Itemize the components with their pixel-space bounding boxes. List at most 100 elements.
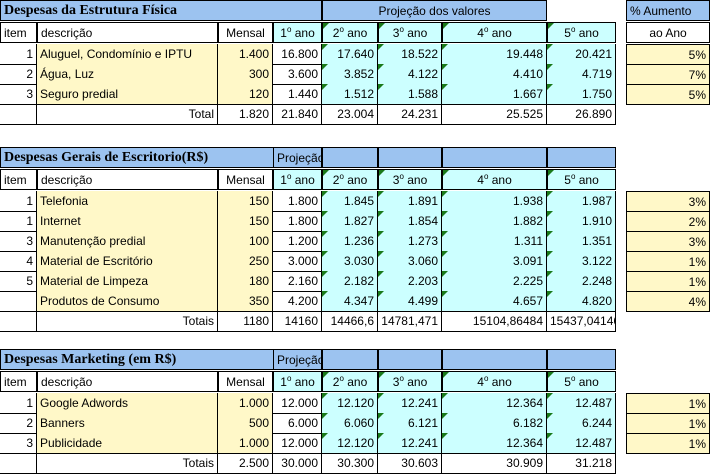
row-value[interactable]: 1.273 — [378, 231, 442, 252]
row-value[interactable]: 6.121 — [378, 413, 442, 434]
total-label[interactable]: Totais — [37, 311, 218, 332]
row-value[interactable]: 1.351 — [547, 231, 616, 252]
total-value[interactable]: 26.890 — [547, 104, 616, 125]
projection-label[interactable]: Projeção dos valores — [322, 0, 547, 21]
total-value[interactable]: 30.909 — [442, 453, 547, 474]
row-value[interactable]: 1.400 — [218, 44, 273, 65]
row-value[interactable]: 1.667 — [442, 84, 547, 105]
row-pct[interactable]: 3% — [626, 231, 710, 252]
section-title[interactable]: Despesas da Estrutura Física — [0, 0, 322, 21]
col-year-header[interactable]: 5o ano — [547, 169, 616, 190]
row-value[interactable]: 1.910 — [547, 211, 616, 232]
row-pct[interactable]: 3% — [626, 191, 710, 212]
total-blank[interactable] — [0, 453, 37, 474]
row-value[interactable]: 3.030 — [322, 251, 378, 272]
row-value[interactable]: 3.060 — [378, 251, 442, 272]
total-value[interactable]: 14781,471 — [378, 311, 442, 332]
total-value[interactable]: 15437,04146 — [547, 311, 616, 332]
total-value[interactable]: 30.000 — [273, 453, 322, 474]
row-value[interactable]: 1.200 — [273, 231, 322, 252]
row-value[interactable]: 12.487 — [547, 393, 616, 414]
row-pct[interactable]: 5% — [626, 44, 710, 65]
row-value[interactable]: 3.852 — [322, 64, 378, 85]
total-label[interactable]: Totais — [37, 453, 218, 474]
header-blank-cell[interactable] — [442, 349, 547, 370]
row-value[interactable]: 120 — [218, 84, 273, 105]
row-value[interactable]: 4.499 — [378, 291, 442, 312]
total-value[interactable]: 30.300 — [322, 453, 378, 474]
row-desc[interactable]: Aluguel, Condomínio e IPTU — [37, 44, 218, 65]
row-pct[interactable]: 2% — [626, 211, 710, 232]
projection-label[interactable]: Projeção dos valores — [273, 349, 322, 370]
row-value[interactable]: 4.347 — [322, 291, 378, 312]
projection-label[interactable]: Projeção dos valores — [273, 147, 322, 168]
row-value[interactable]: 4.657 — [442, 291, 547, 312]
row-desc[interactable]: Produtos de Consumo — [37, 291, 218, 312]
total-value[interactable]: 31.218 — [547, 453, 616, 474]
row-desc[interactable]: Publicidade — [37, 433, 218, 454]
row-value[interactable]: 4.719 — [547, 64, 616, 85]
row-value[interactable]: 300 — [218, 64, 273, 85]
row-item[interactable]: 5 — [0, 271, 37, 292]
row-value[interactable]: 12.487 — [547, 433, 616, 454]
row-item[interactable]: 3 — [0, 231, 37, 252]
row-value[interactable]: 150 — [218, 211, 273, 232]
total-value[interactable]: 15104,86484 — [442, 311, 547, 332]
row-desc[interactable]: Manutenção predial — [37, 231, 218, 252]
total-blank[interactable] — [0, 311, 37, 332]
row-value[interactable]: 12.120 — [322, 393, 378, 414]
row-value[interactable]: 3.122 — [547, 251, 616, 272]
row-item[interactable]: 3 — [0, 433, 37, 454]
total-value[interactable]: 23.004 — [322, 104, 378, 125]
row-desc[interactable]: Banners — [37, 413, 218, 434]
col-year-header[interactable]: 1o ano — [273, 371, 322, 392]
row-value[interactable]: 1.987 — [547, 191, 616, 212]
row-item[interactable]: 2 — [0, 64, 37, 85]
row-desc[interactable]: Telefonia — [37, 191, 218, 212]
row-value[interactable]: 1.311 — [442, 231, 547, 252]
row-value[interactable]: 1.000 — [218, 433, 273, 454]
row-pct[interactable]: 7% — [626, 64, 710, 85]
row-value[interactable]: 6.000 — [273, 413, 322, 434]
col-item-header[interactable]: item — [0, 169, 37, 190]
col-year-header[interactable]: 4o ano — [442, 169, 547, 190]
row-value[interactable]: 4.122 — [378, 64, 442, 85]
row-value[interactable]: 100 — [218, 231, 273, 252]
row-value[interactable]: 12.241 — [378, 433, 442, 454]
row-value[interactable]: 2.182 — [322, 271, 378, 292]
row-value[interactable]: 3.600 — [273, 64, 322, 85]
col-year-header[interactable]: 5o ano — [547, 22, 616, 43]
row-pct[interactable]: 1% — [626, 393, 710, 414]
row-value[interactable]: 2.203 — [378, 271, 442, 292]
header-blank-cell[interactable] — [322, 349, 378, 370]
pct-header-bottom[interactable]: ao Ano — [626, 22, 710, 43]
header-blank-cell[interactable] — [442, 147, 547, 168]
col-year-header[interactable]: 3o ano — [378, 22, 442, 43]
row-value[interactable]: 4.410 — [442, 64, 547, 85]
total-value[interactable]: 2.500 — [218, 453, 273, 474]
row-pct[interactable]: 1% — [626, 413, 710, 434]
row-value[interactable]: 1.000 — [218, 393, 273, 414]
row-value[interactable]: 2.160 — [273, 271, 322, 292]
row-value[interactable]: 500 — [218, 413, 273, 434]
row-value[interactable]: 6.182 — [442, 413, 547, 434]
col-year-header[interactable]: 1o ano — [273, 22, 322, 43]
row-item[interactable]: 4 — [0, 251, 37, 272]
col-year-header[interactable]: 3o ano — [378, 371, 442, 392]
col-year-header[interactable]: 4o ano — [442, 22, 547, 43]
row-value[interactable]: 16.800 — [273, 44, 322, 65]
row-value[interactable]: 150 — [218, 191, 273, 212]
row-value[interactable]: 1.845 — [322, 191, 378, 212]
row-value[interactable]: 19.448 — [442, 44, 547, 65]
row-value[interactable]: 4.820 — [547, 291, 616, 312]
col-year-header[interactable]: 2o ano — [322, 371, 378, 392]
row-value[interactable]: 12.000 — [273, 393, 322, 414]
row-item[interactable]: 2 — [0, 413, 37, 434]
row-value[interactable]: 2.248 — [547, 271, 616, 292]
col-desc-header[interactable]: descrição — [37, 22, 218, 43]
row-desc[interactable]: Internet — [37, 211, 218, 232]
col-year-header[interactable]: 3o ano — [378, 169, 442, 190]
row-desc[interactable]: Material de Escritório — [37, 251, 218, 272]
row-item[interactable]: 3 — [0, 84, 37, 105]
total-value[interactable]: 14160 — [273, 311, 322, 332]
